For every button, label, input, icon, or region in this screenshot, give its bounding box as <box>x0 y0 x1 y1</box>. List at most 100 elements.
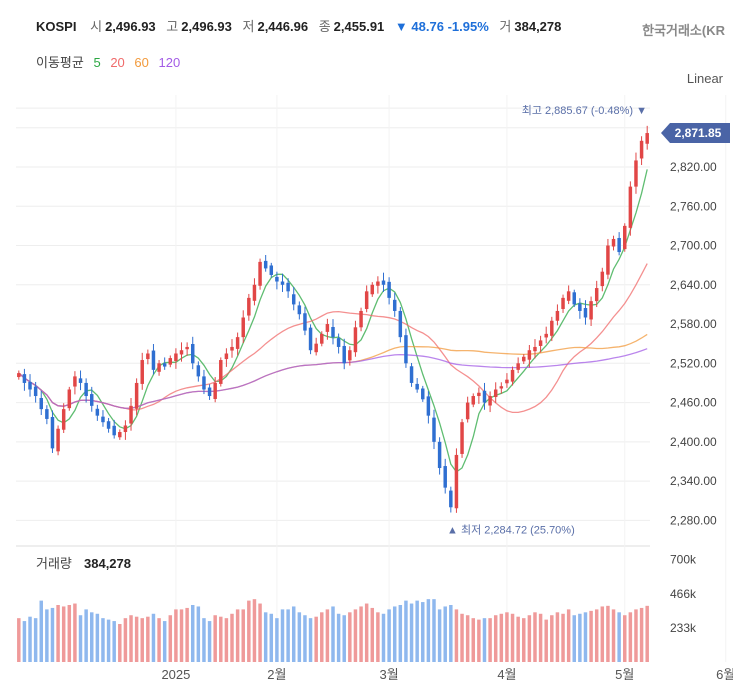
volume-bar <box>179 609 184 662</box>
volume-bar <box>263 612 268 662</box>
ma-label: 이동평균 <box>36 55 84 70</box>
change-value: 48.76 <box>411 19 444 34</box>
candle-body <box>589 301 593 320</box>
candle-body <box>522 356 526 362</box>
candle-body <box>241 317 245 338</box>
candle-body <box>84 382 88 397</box>
candle-body <box>275 276 279 282</box>
volume-bar <box>482 618 487 662</box>
candle-body <box>331 326 335 338</box>
candle-body <box>449 490 453 508</box>
candle-body <box>376 281 380 286</box>
candle-body <box>263 260 268 269</box>
volume-bar <box>566 609 571 662</box>
volume-bar <box>174 609 178 662</box>
volume-bar <box>258 603 262 662</box>
candle-body <box>392 299 397 311</box>
price-tick-label: 2,280.00 <box>670 513 717 527</box>
volume-bar <box>45 609 49 662</box>
volume-tick-label: 700k <box>670 553 697 567</box>
volume-bar <box>106 619 111 662</box>
scale-mode-toggle[interactable]: Linear <box>686 71 723 86</box>
candle-body <box>196 365 201 377</box>
volume-bar <box>336 613 341 662</box>
candle-body <box>33 386 38 397</box>
volume-bar <box>533 612 537 662</box>
volume-bar <box>61 606 66 662</box>
candle-body <box>179 350 184 355</box>
candle-body <box>364 291 369 309</box>
candle-body <box>381 280 386 285</box>
volume-title: 거래량 <box>36 556 72 571</box>
ma-5-label: 5 <box>93 55 101 70</box>
volume-bar <box>247 600 251 662</box>
volume-bar <box>348 612 352 662</box>
volume-bar <box>17 618 21 662</box>
candle-body <box>398 310 403 338</box>
volume-bar <box>33 618 38 662</box>
candle-body <box>516 363 520 370</box>
volume-bar <box>404 600 408 662</box>
volume-bar <box>73 603 77 662</box>
candle-body <box>432 417 436 442</box>
candle-body <box>645 133 649 144</box>
chart-header: KOSPI 시 2,496.93 고 2,496.93 저 2,446.96 종 2,4… <box>0 0 733 90</box>
price-tick-label: 2,400.00 <box>670 435 717 449</box>
candle-body <box>22 374 27 383</box>
candle-body <box>314 343 318 353</box>
volume-bar <box>499 613 504 662</box>
volume-bar <box>275 618 279 662</box>
ma-120-label: 120 <box>158 55 181 70</box>
candle-body <box>258 261 262 286</box>
x-tick-label: 6월 <box>716 667 733 682</box>
volume-bar <box>95 613 100 662</box>
volume-bar <box>112 621 116 662</box>
candle-body <box>112 425 116 436</box>
volume-bar <box>280 609 285 662</box>
candle-body <box>538 340 543 346</box>
candle-body <box>17 373 21 378</box>
candle-body <box>342 345 346 364</box>
volume-bar <box>303 615 307 662</box>
moving-average-legend[interactable]: 이동평균 5 20 60 120 <box>36 52 186 71</box>
volume-bar <box>140 618 144 662</box>
candle-body <box>168 358 173 365</box>
volume-bar <box>90 612 94 662</box>
volume-bar <box>123 618 128 662</box>
candle-body <box>202 376 206 390</box>
volume-bar <box>493 615 498 662</box>
volume-bar <box>342 615 346 662</box>
candle-body <box>95 408 100 416</box>
volume-bar <box>101 618 105 662</box>
open-value: 2,496.93 <box>105 19 156 34</box>
candle-body <box>151 350 156 370</box>
volume-bar <box>415 600 419 662</box>
candle-body <box>600 271 605 287</box>
volume-bar <box>583 612 588 662</box>
volume-bar <box>129 615 133 662</box>
volume-bar <box>230 613 234 662</box>
x-tick-label: 5월 <box>615 667 634 682</box>
candle-body <box>50 416 55 449</box>
candle-body <box>174 353 178 362</box>
candle-body <box>550 320 554 336</box>
volume-bar <box>241 609 245 662</box>
candle-body <box>628 186 633 228</box>
candle-body <box>140 360 144 384</box>
volume-bar <box>594 609 599 662</box>
candle-body <box>409 366 414 383</box>
candle-body <box>465 402 470 420</box>
volume-current-value: 384,278 <box>84 556 131 571</box>
candle-body <box>235 337 240 349</box>
volume-bar <box>421 602 425 662</box>
volume-bar <box>28 616 32 662</box>
candle-body <box>561 297 565 309</box>
price-tick-label: 2,460.00 <box>670 396 717 410</box>
volume-bar <box>555 612 560 662</box>
candle-body <box>510 369 515 382</box>
candle-body <box>611 238 616 247</box>
volume-bar <box>617 612 621 662</box>
symbol-name[interactable]: KOSPI <box>36 19 77 34</box>
volume-bar <box>488 618 492 662</box>
